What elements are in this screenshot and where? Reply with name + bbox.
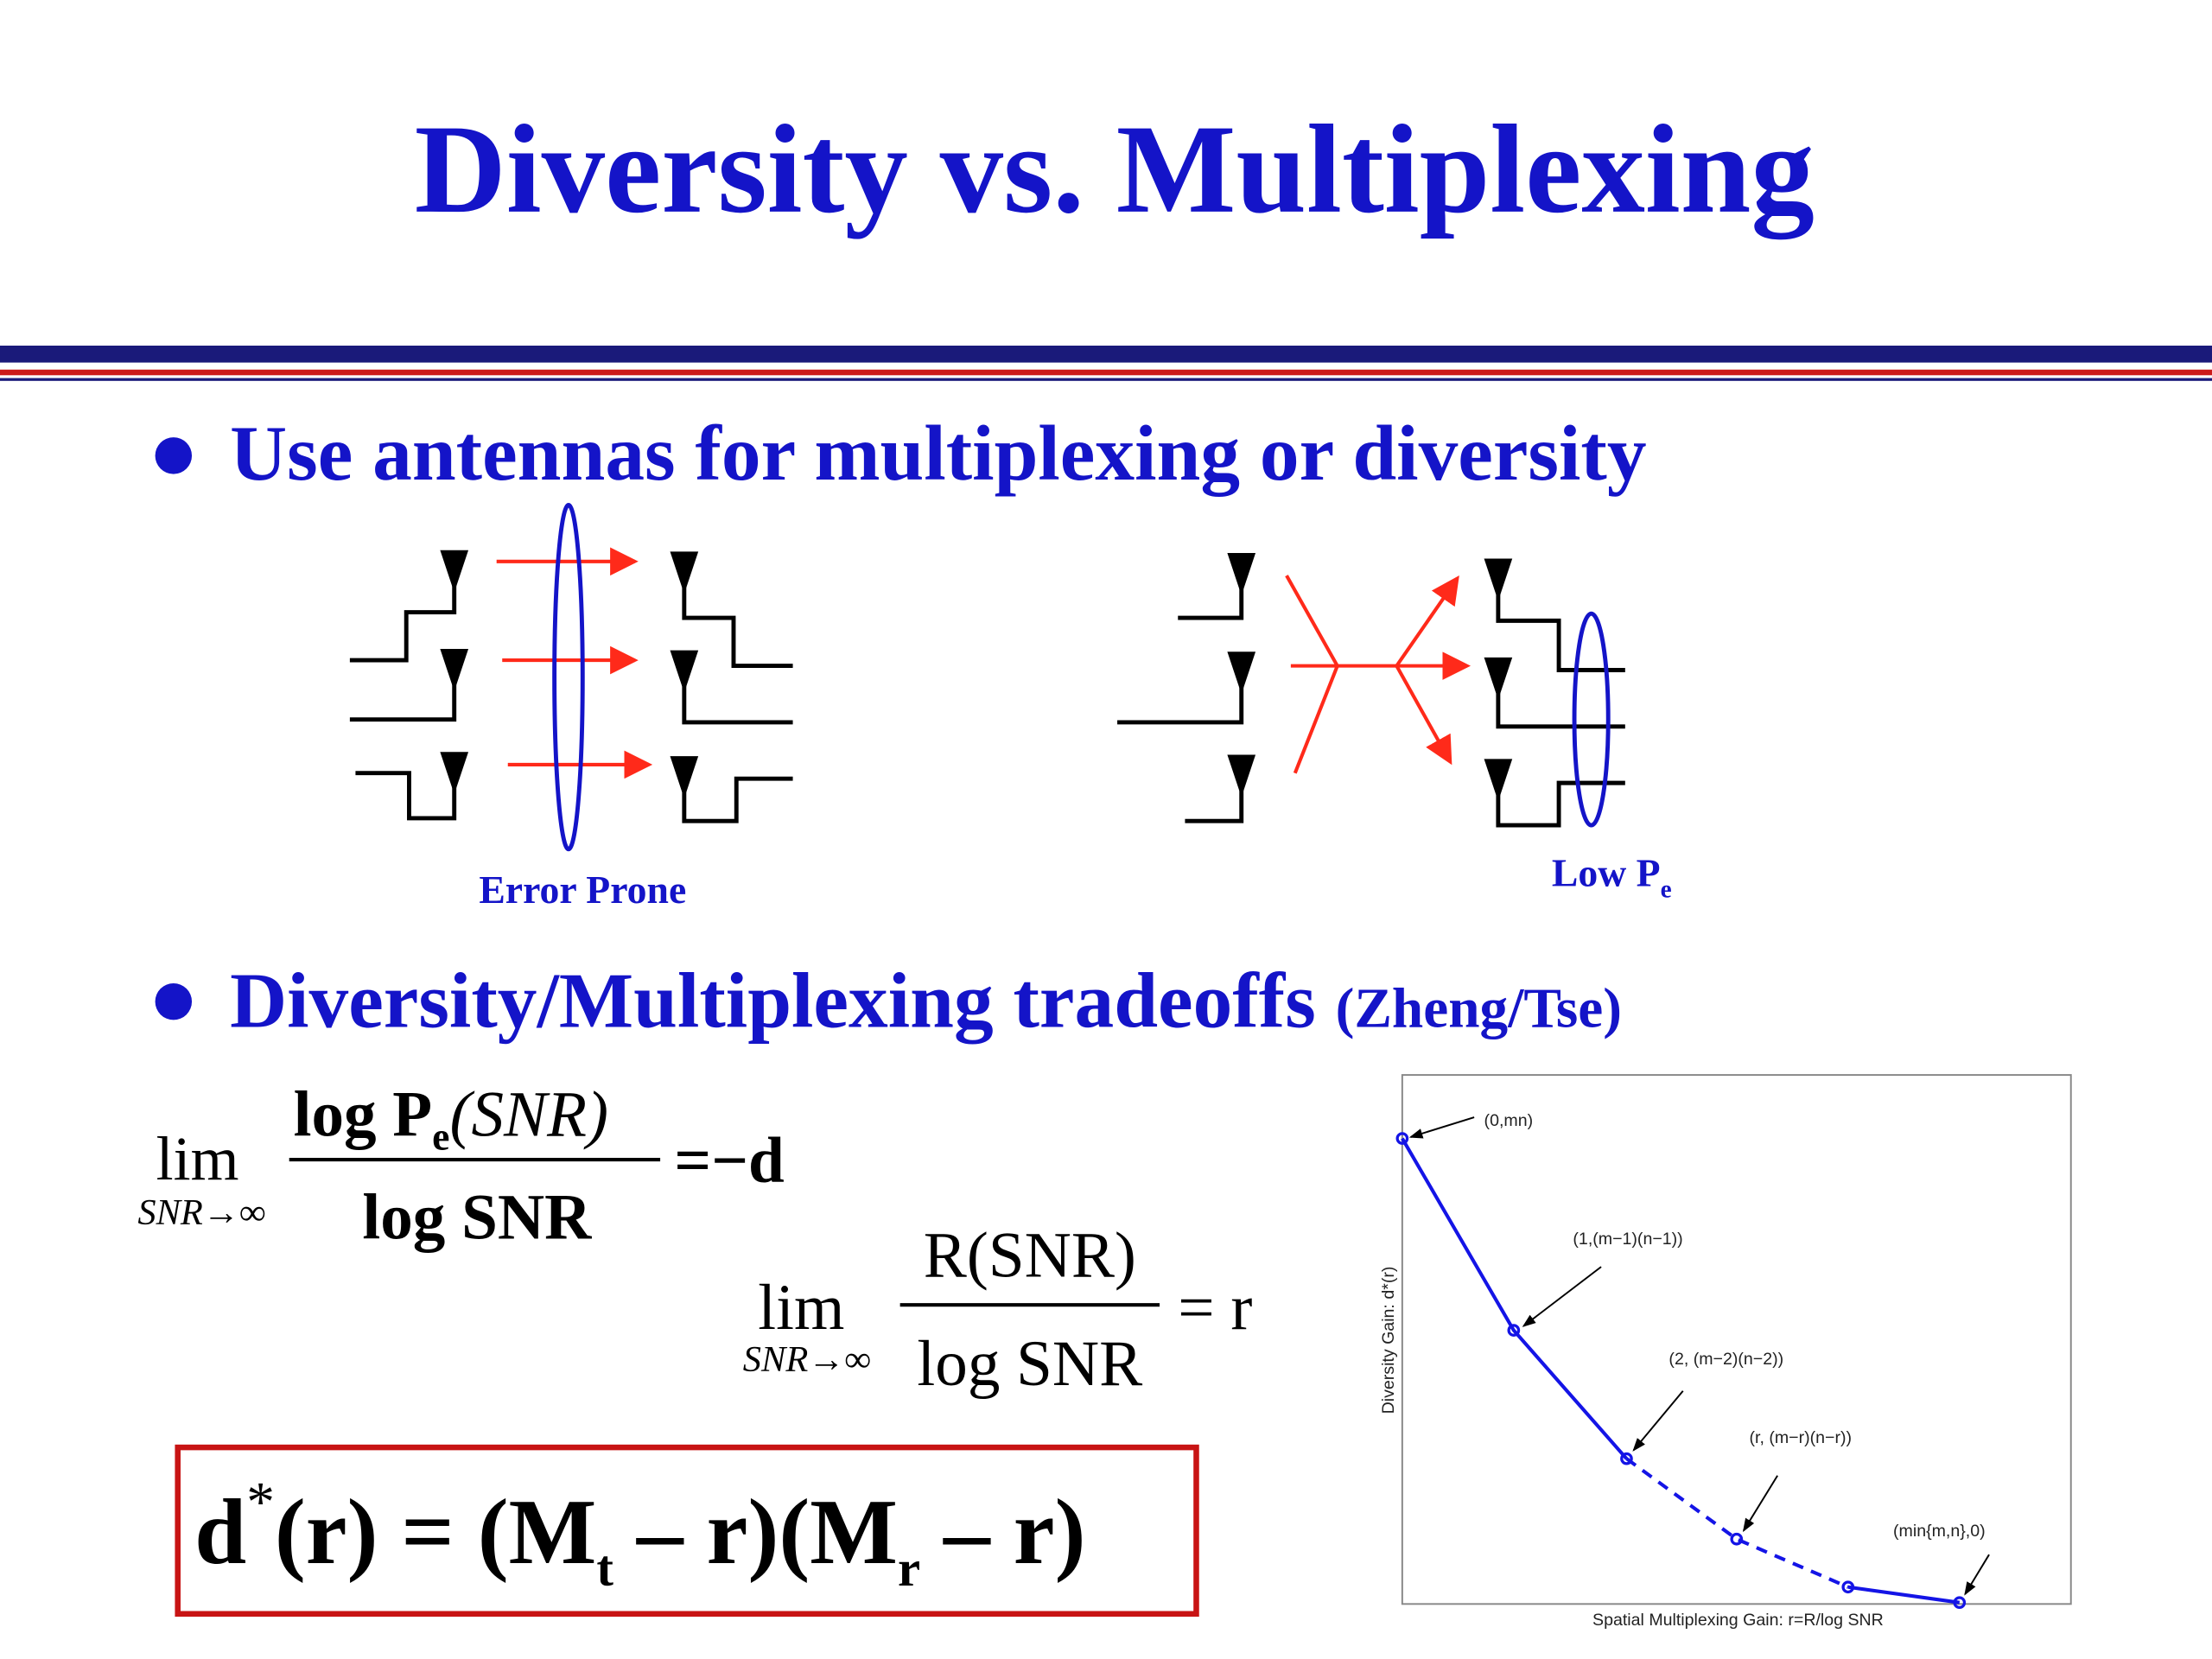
- numerator: R(SNR): [924, 1220, 1136, 1292]
- tradeoff-plot: (0,mn) (1,(m−1)(n−1)) (2, (m−2)(n−2)) (r…: [1379, 1074, 2072, 1630]
- f: *: [246, 1471, 275, 1534]
- lim: lim: [758, 1272, 844, 1344]
- bullet-dot: [155, 437, 193, 474]
- point-label: (min{m,n},0): [1893, 1522, 1986, 1541]
- point-label: (2, (m−2)(n−2)): [1669, 1350, 1783, 1369]
- label-main: Low P: [1552, 850, 1661, 894]
- formula-box: [175, 1444, 1199, 1618]
- equation-multiplexing: lim SNR→∞ R(SNR) log SNR = r: [743, 1220, 1253, 1401]
- lim: lim: [156, 1124, 239, 1193]
- limit: SNR→∞: [743, 1339, 871, 1380]
- num: log P: [294, 1078, 433, 1150]
- denominator: log SNR: [362, 1181, 592, 1253]
- bullet: Diversity/Multiplexing tradeoffs (Zheng/T…: [230, 957, 1622, 1045]
- num-sub: e: [432, 1115, 449, 1159]
- equation-diversity: lim SNR→∞ log Pe(SNR) log SNR =−d: [137, 1078, 784, 1253]
- slide-title: Diversity vs. Multiplexing: [415, 99, 1815, 239]
- f: – r): [920, 1481, 1085, 1584]
- label-sub: e: [1661, 875, 1672, 903]
- multiplexing-diagram: Error Prone: [349, 503, 793, 912]
- x-axis-label: Spatial Multiplexing Gain: r=R/log SNR: [1592, 1611, 1884, 1630]
- numerator: log Pe(SNR): [294, 1078, 608, 1158]
- tradeoff-formula: d*(r) = (Mt – r)(Mr – r): [194, 1471, 1085, 1597]
- point-label: (0,mn): [1484, 1111, 1534, 1130]
- diversity-diagram: Low Pe: [1117, 553, 1672, 903]
- denominator: log SNR: [917, 1328, 1142, 1400]
- num-arg: (SNR): [449, 1078, 608, 1150]
- bullet: Use antennas for multiplexing or diversi…: [230, 410, 1646, 497]
- point-label: (r, (m−r)(n−r)): [1749, 1428, 1852, 1447]
- y-axis-label: Diversity Gain: d*(r): [1379, 1267, 1398, 1414]
- rule: [0, 378, 2212, 381]
- bullet-text: Diversity/Multiplexing tradeoffs: [230, 957, 1316, 1045]
- f: – r)(M: [613, 1481, 898, 1584]
- citation: (Zheng/Tse): [1336, 978, 1622, 1040]
- rule: [0, 369, 2212, 376]
- f: (r) = (M: [275, 1481, 596, 1584]
- diagram-label: Low Pe: [1552, 850, 1672, 903]
- point-label: (1,(m−1)(n−1)): [1573, 1230, 1682, 1249]
- f: d: [194, 1481, 246, 1584]
- f: t: [596, 1541, 613, 1597]
- rhs: = r: [1178, 1272, 1252, 1344]
- rule: [0, 346, 2212, 363]
- f: r: [898, 1541, 920, 1597]
- bullet-dot: [155, 982, 193, 1020]
- limit: SNR→∞: [137, 1192, 265, 1233]
- rhs: =−d: [674, 1125, 784, 1197]
- diagram-label: Error Prone: [479, 868, 686, 912]
